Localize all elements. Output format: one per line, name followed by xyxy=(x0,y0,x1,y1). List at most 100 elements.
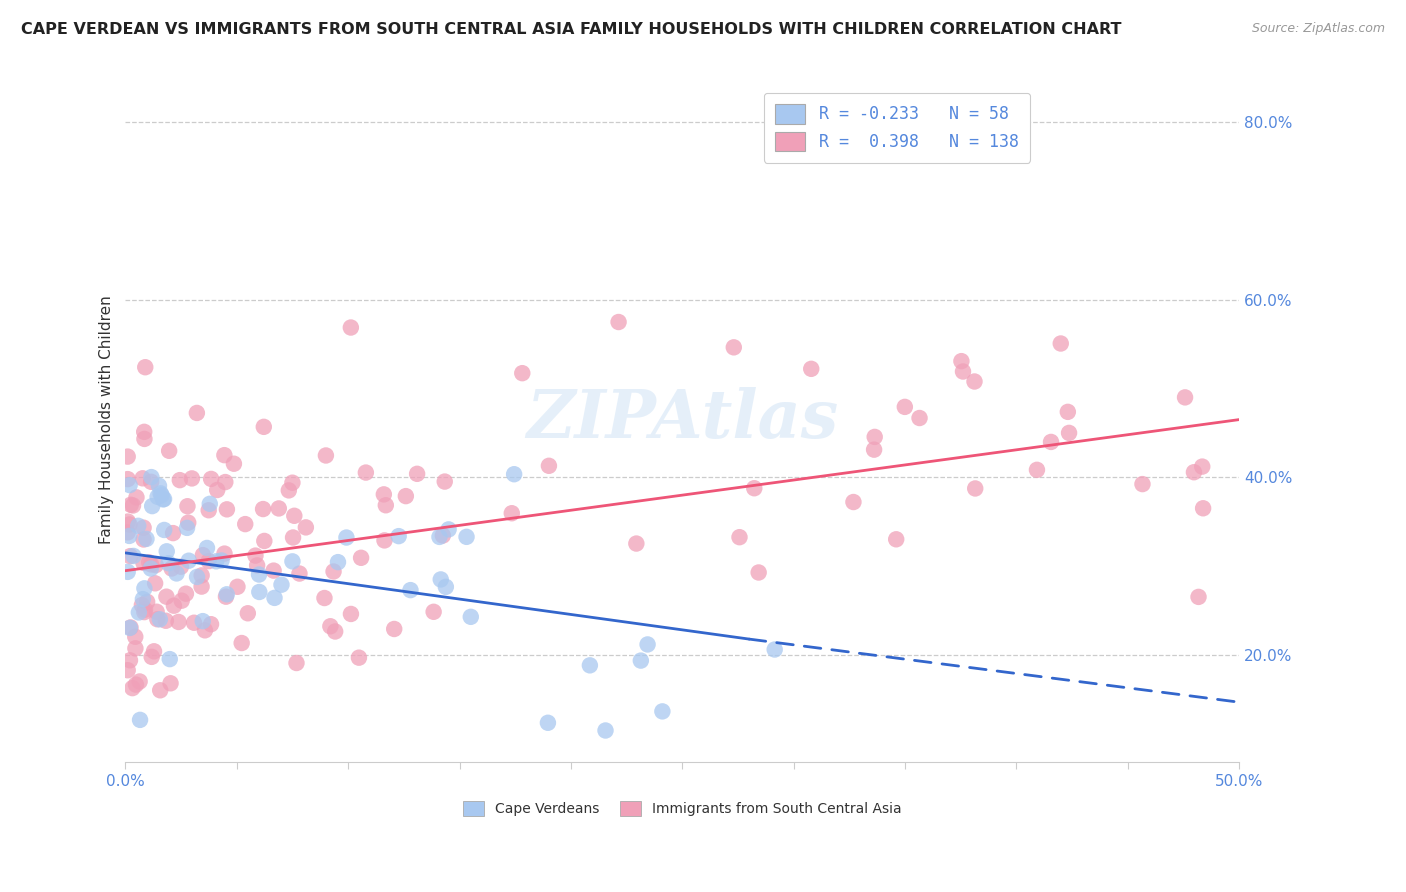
Point xyxy=(169,473,191,487)
Point xyxy=(281,554,304,568)
Point xyxy=(283,508,305,523)
Text: CAPE VERDEAN VS IMMIGRANTS FROM SOUTH CENTRAL ASIA FAMILY HOUSEHOLDS WITH CHILDR: CAPE VERDEAN VS IMMIGRANTS FROM SOUTH CE… xyxy=(21,22,1122,37)
Point xyxy=(728,530,751,544)
Point xyxy=(118,621,141,635)
Point xyxy=(215,502,238,516)
Point xyxy=(186,570,208,584)
Point xyxy=(214,547,236,561)
Point xyxy=(191,548,214,562)
Point xyxy=(1057,425,1080,440)
Legend: Cape Verdeans, Immigrants from South Central Asia: Cape Verdeans, Immigrants from South Cen… xyxy=(456,795,908,823)
Point xyxy=(233,517,256,532)
Point xyxy=(965,482,987,496)
Point xyxy=(253,533,276,548)
Point xyxy=(437,522,460,536)
Point xyxy=(1192,501,1215,516)
Point xyxy=(149,486,172,500)
Point xyxy=(422,605,444,619)
Point xyxy=(146,490,169,504)
Point xyxy=(432,528,454,542)
Point xyxy=(637,637,659,651)
Point xyxy=(195,541,218,555)
Point xyxy=(167,615,190,629)
Point xyxy=(134,360,156,375)
Point xyxy=(155,590,177,604)
Point xyxy=(132,592,155,607)
Point xyxy=(141,470,163,484)
Point xyxy=(146,612,169,626)
Point xyxy=(117,525,139,540)
Point xyxy=(128,674,150,689)
Point xyxy=(236,607,259,621)
Point xyxy=(267,501,290,516)
Point xyxy=(148,479,170,493)
Point xyxy=(285,656,308,670)
Point xyxy=(124,641,146,656)
Point xyxy=(134,602,156,616)
Point xyxy=(159,652,181,666)
Point xyxy=(120,498,142,512)
Point xyxy=(198,497,221,511)
Point xyxy=(501,506,523,520)
Point xyxy=(246,558,269,573)
Point xyxy=(247,567,270,582)
Point xyxy=(143,576,166,591)
Point xyxy=(197,554,219,568)
Point xyxy=(190,580,212,594)
Point xyxy=(194,624,217,638)
Point xyxy=(153,523,176,537)
Point xyxy=(626,536,648,550)
Point xyxy=(183,615,205,630)
Point xyxy=(176,500,198,514)
Point xyxy=(456,530,478,544)
Point xyxy=(1049,336,1071,351)
Point xyxy=(118,517,141,532)
Point xyxy=(374,498,396,512)
Point xyxy=(135,532,157,546)
Point xyxy=(143,644,166,658)
Point xyxy=(160,561,183,575)
Point xyxy=(141,558,163,572)
Point xyxy=(253,420,276,434)
Point xyxy=(595,723,617,738)
Point xyxy=(607,315,630,329)
Point xyxy=(163,599,186,613)
Point xyxy=(122,549,145,563)
Point xyxy=(145,558,167,573)
Point xyxy=(139,561,162,575)
Point xyxy=(350,550,373,565)
Point xyxy=(141,649,163,664)
Point xyxy=(908,411,931,425)
Point xyxy=(214,448,236,462)
Point xyxy=(117,565,139,579)
Point xyxy=(579,658,602,673)
Point xyxy=(191,614,214,628)
Point xyxy=(125,677,148,691)
Point xyxy=(723,340,745,354)
Point xyxy=(177,516,200,530)
Point xyxy=(651,705,673,719)
Point xyxy=(145,605,167,619)
Point xyxy=(373,533,395,548)
Point xyxy=(1182,465,1205,479)
Point xyxy=(335,531,357,545)
Point xyxy=(630,654,652,668)
Point xyxy=(247,585,270,599)
Point xyxy=(134,425,156,439)
Point xyxy=(894,400,917,414)
Point xyxy=(347,650,370,665)
Point xyxy=(763,642,786,657)
Point xyxy=(153,491,176,506)
Point xyxy=(150,488,173,502)
Point xyxy=(319,619,342,633)
Point xyxy=(197,503,219,517)
Point xyxy=(222,457,245,471)
Point xyxy=(406,467,429,481)
Point xyxy=(124,630,146,644)
Point xyxy=(132,521,155,535)
Point xyxy=(884,533,907,547)
Point xyxy=(170,559,193,574)
Point xyxy=(125,491,148,505)
Point xyxy=(186,406,208,420)
Point xyxy=(281,531,304,545)
